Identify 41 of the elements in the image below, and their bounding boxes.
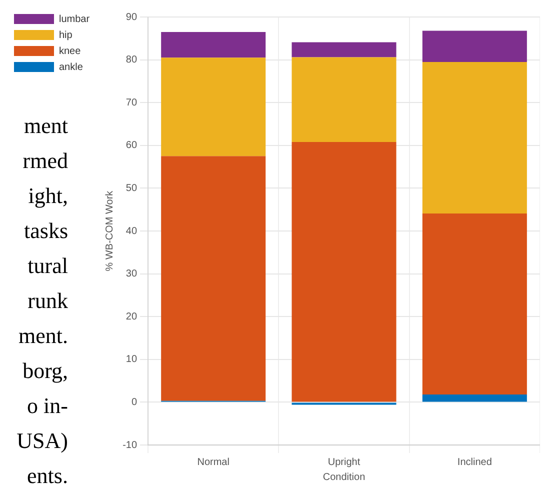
text: ight, xyxy=(27,182,68,210)
bar xyxy=(422,30,527,62)
legend-label: ankle xyxy=(59,62,84,73)
bar xyxy=(161,156,266,401)
bar xyxy=(422,62,527,214)
text: ment. xyxy=(18,322,68,350)
bar xyxy=(161,32,266,58)
y-axis-title: % WB-COM Work xyxy=(104,190,116,272)
bar xyxy=(292,42,396,58)
y-tick-label: 0 xyxy=(131,396,138,408)
y-tick-label: -10 xyxy=(122,440,138,451)
x-tick-label: Inclined xyxy=(457,456,492,468)
y-tick-label: 30 xyxy=(126,268,138,280)
y-tick-label: 50 xyxy=(126,182,138,194)
text: USA) xyxy=(16,427,68,455)
y-tick-label: 10 xyxy=(126,354,138,366)
y-tick-label: 70 xyxy=(126,97,138,108)
bar xyxy=(292,57,396,142)
text: tural xyxy=(26,252,68,280)
x-tick-label: Upright xyxy=(328,456,360,468)
legend-label: lumbar xyxy=(59,14,90,25)
bar xyxy=(422,213,527,394)
bar xyxy=(422,394,527,402)
legend-label: hip xyxy=(59,30,73,41)
text: ment xyxy=(23,112,68,140)
bar xyxy=(161,58,266,156)
text: rmed xyxy=(22,147,68,175)
y-tick-label: 40 xyxy=(126,226,138,237)
legend-label: knee xyxy=(59,46,82,57)
text: ents. xyxy=(26,462,68,490)
x-axis-title: Condition xyxy=(322,472,366,483)
text: tasks xyxy=(23,217,68,245)
text: o in- xyxy=(26,392,68,420)
text: borg, xyxy=(22,357,68,385)
y-tick-label: 20 xyxy=(126,311,138,322)
bar xyxy=(292,142,396,402)
x-tick-label: Normal xyxy=(197,456,230,468)
y-tick-label: 80 xyxy=(126,54,138,66)
y-tick-label: 60 xyxy=(126,140,138,152)
text: runk xyxy=(26,287,68,315)
y-tick-label: 90 xyxy=(126,12,138,23)
